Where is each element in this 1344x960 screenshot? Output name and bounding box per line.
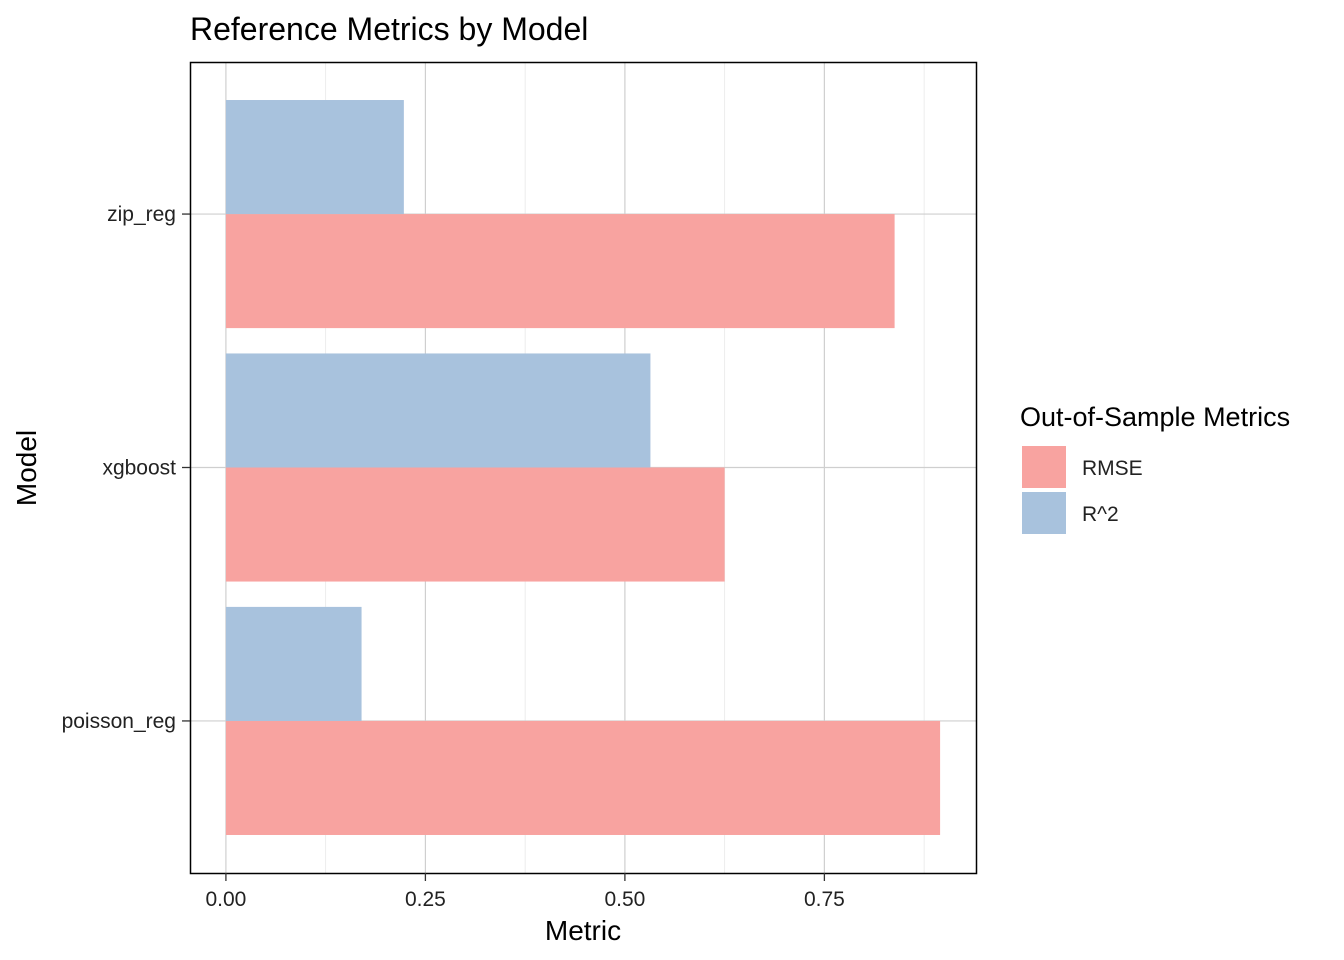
- x-axis-title: Metric: [545, 915, 621, 946]
- y-tick-label: xgboost: [102, 457, 176, 480]
- x-tick-labels: 0.00 0.25 0.50 0.75: [205, 888, 844, 911]
- axis-ticks: [182, 213, 826, 881]
- legend: Out-of-Sample Metrics RMSE R^2: [1020, 402, 1290, 534]
- legend-key-r2: [1022, 492, 1066, 534]
- bar-zip_reg-r2: [225, 100, 404, 215]
- legend-items: RMSE R^2: [1022, 446, 1143, 534]
- y-tick-label: poisson_reg: [62, 710, 176, 733]
- bar-poisson_reg-r2: [225, 606, 362, 721]
- legend-label: R^2: [1082, 503, 1119, 526]
- x-tick-label: 0.75: [804, 888, 845, 911]
- bar-poisson_reg-rmse: [225, 720, 941, 835]
- chart-title: Reference Metrics by Model: [190, 11, 588, 47]
- y-tick-labels: poisson_reg xgboost zip_reg: [62, 203, 177, 733]
- legend-key-rmse: [1022, 446, 1066, 488]
- plot-border: [189, 61, 978, 875]
- x-tick-label: 0.00: [205, 888, 246, 911]
- x-tick-label: 0.50: [604, 888, 645, 911]
- bar-zip_reg-rmse: [225, 214, 895, 329]
- x-tick-label: 0.25: [405, 888, 446, 911]
- legend-title: Out-of-Sample Metrics: [1020, 402, 1290, 432]
- y-axis-title: Model: [11, 430, 42, 506]
- legend-label: RMSE: [1082, 457, 1143, 480]
- y-tick-label: zip_reg: [107, 203, 176, 226]
- bars: [225, 100, 941, 835]
- bar-xgboost-r2: [225, 353, 651, 468]
- bar-xgboost-rmse: [225, 467, 725, 582]
